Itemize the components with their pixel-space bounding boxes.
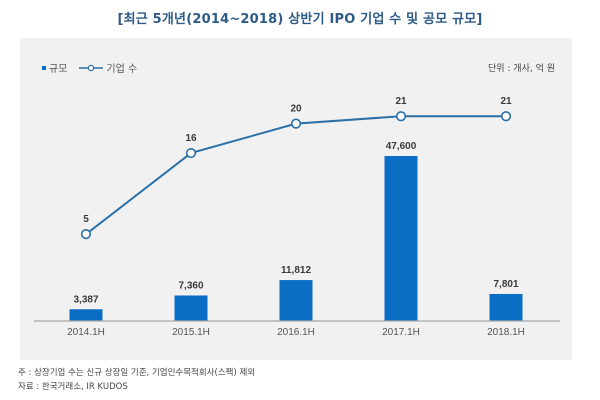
line-value-label: 5 bbox=[83, 214, 89, 225]
footnote: 주 : 상장기업 수는 신규 상장일 기준, 기업인수목적회사(스팩) 제외 bbox=[18, 368, 256, 378]
source-note: 자료 : 한국거래소, IR KUDOS bbox=[18, 382, 128, 392]
bar-2016.1H bbox=[279, 280, 313, 321]
line-value-label: 21 bbox=[500, 96, 512, 107]
x-tick-label: 2015.1H bbox=[172, 327, 210, 338]
bar-2014.1H bbox=[69, 309, 103, 321]
bar-2015.1H bbox=[174, 295, 208, 321]
line-point-2016.1H bbox=[290, 118, 302, 129]
legend-line-label: 기업 수 bbox=[106, 64, 138, 75]
line-point-2015.1H bbox=[185, 147, 197, 159]
legend-bar-label: 규모 bbox=[49, 64, 68, 75]
unit-label: 단위 : 개사, 억 원 bbox=[487, 64, 555, 74]
chart-title: [최근 5개년(2014~2018) 상반기 IPO 기업 수 및 공모 규모] bbox=[117, 12, 483, 27]
line-point-2017.1H bbox=[395, 111, 407, 122]
line-value-label: 16 bbox=[185, 133, 197, 144]
x-tick-label: 2017.1H bbox=[382, 327, 420, 338]
bar-legend-swatch-icon bbox=[42, 65, 46, 70]
bar-value-label: 7,801 bbox=[493, 279, 518, 290]
line-value-label: 20 bbox=[290, 104, 302, 115]
bar-value-label: 11,812 bbox=[281, 265, 311, 276]
legend-line-item: 기업 수 bbox=[79, 60, 137, 75]
line-value-label: 21 bbox=[395, 96, 407, 107]
x-tick-label: 2014.1H bbox=[67, 327, 105, 338]
line-legend-marker-icon bbox=[79, 64, 104, 71]
x-tick-label: 2018.1H bbox=[487, 327, 525, 338]
bar-value-label: 7,360 bbox=[178, 280, 203, 291]
bar-value-label: 3,387 bbox=[73, 294, 98, 305]
bar-value-label: 47,600 bbox=[386, 141, 417, 152]
line-point-2014.1H bbox=[80, 229, 92, 240]
x-tick-label: 2016.1H bbox=[277, 327, 315, 338]
bar-2017.1H bbox=[384, 156, 418, 321]
line-point-2018.1H bbox=[500, 111, 512, 122]
bar-2018.1H bbox=[489, 293, 523, 321]
legend: 규모 기업 수 bbox=[42, 60, 137, 75]
company-count-line bbox=[85, 115, 506, 235]
